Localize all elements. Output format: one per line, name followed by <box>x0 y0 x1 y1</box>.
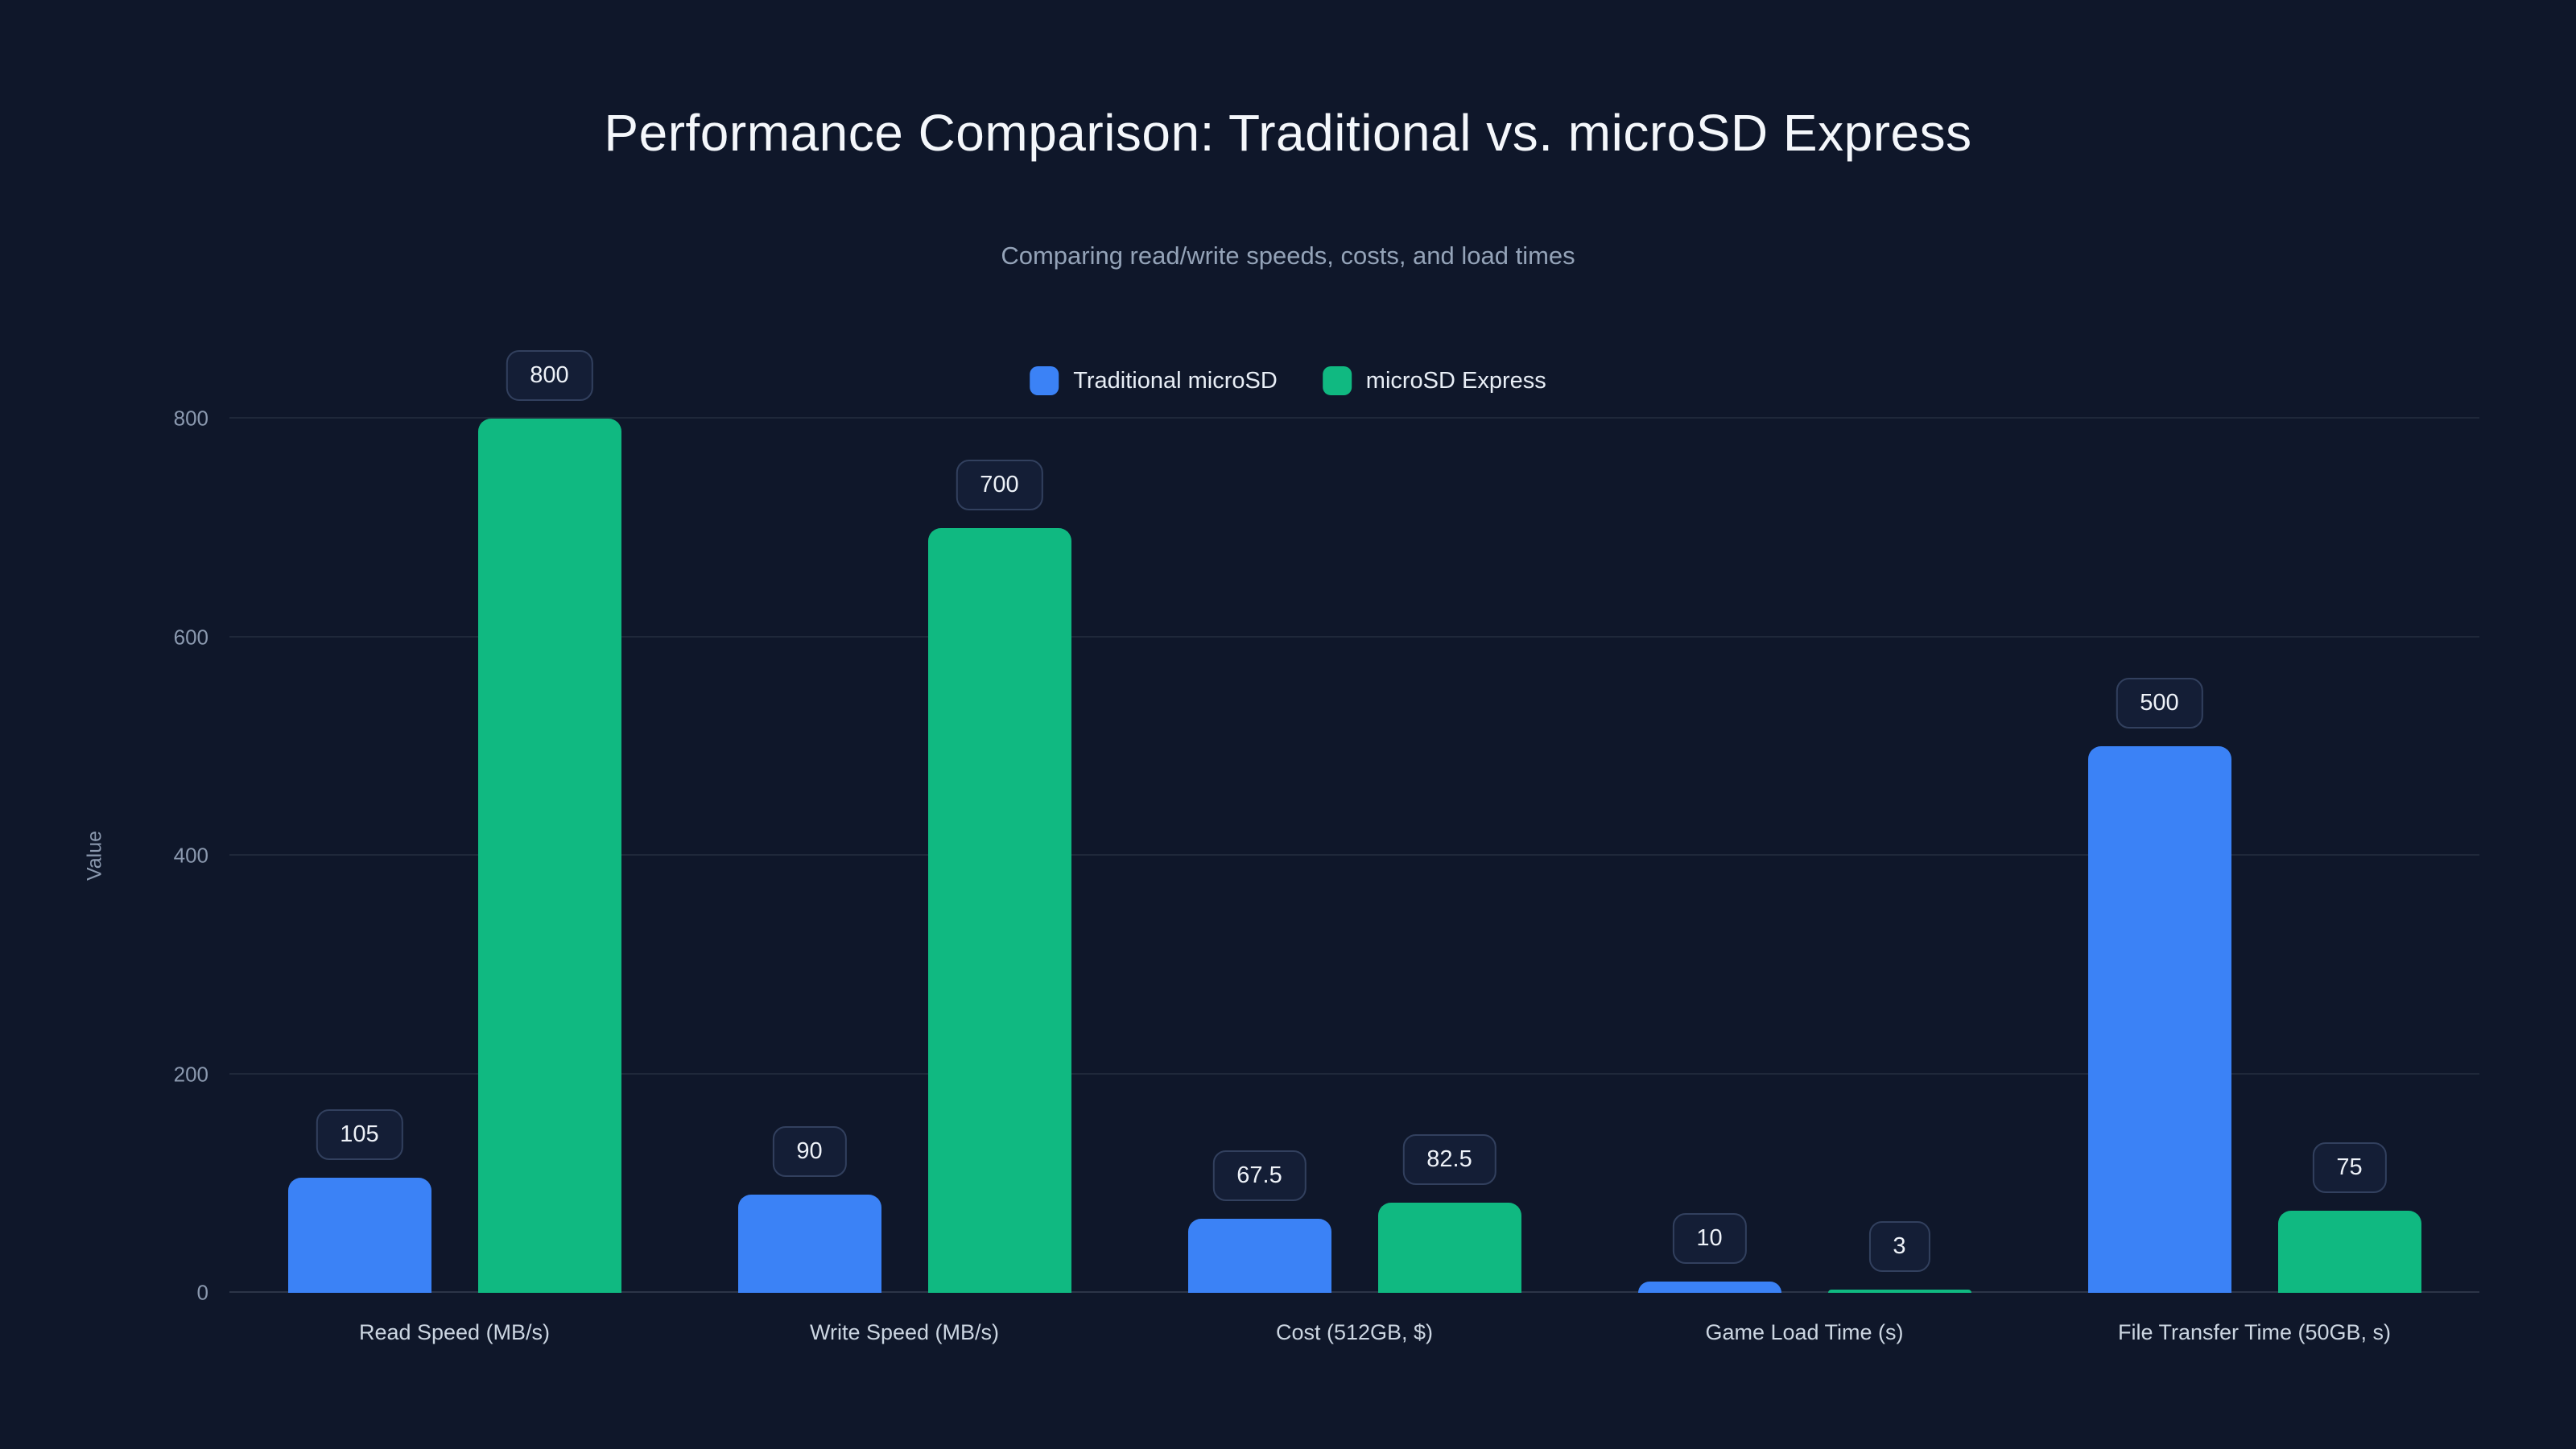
legend-swatch-icon <box>1322 366 1352 395</box>
bar-group-4: 10 3 <box>1637 1213 1971 1293</box>
value-badge: 10 <box>1672 1213 1747 1265</box>
bar-group-1: 105 800 <box>287 350 621 1293</box>
bar-traditional-microsd-4[interactable] <box>1637 1282 1781 1293</box>
value-badge: 105 <box>316 1109 403 1161</box>
plot-area: 0 200 400 600 800 105 800 Read Speed (MB/s) 90 70… <box>174 350 2479 1344</box>
gridline-y-800 <box>229 417 2479 419</box>
bar-wrap: 67.5 <box>1187 1150 1331 1293</box>
bar-wrap: 500 <box>2087 678 2231 1293</box>
legend-swatch-icon <box>1030 366 1059 395</box>
gridline-y-400 <box>229 854 2479 856</box>
y-tick-label-200: 200 <box>173 1062 208 1086</box>
value-badge: 500 <box>2116 678 2203 729</box>
bar-microsd-express-4[interactable] <box>1827 1289 1971 1293</box>
value-badge: 75 <box>2312 1142 2387 1194</box>
y-tick-label-800: 800 <box>173 406 208 431</box>
value-badge: 90 <box>772 1125 847 1177</box>
bar-microsd-express-2[interactable] <box>927 527 1071 1293</box>
bar-wrap: 82.5 <box>1377 1134 1521 1293</box>
chart-title: Performance Comparison: Traditional vs. … <box>604 104 1972 162</box>
bar-group-5: 500 75 <box>2087 678 2421 1293</box>
bar-wrap: 700 <box>927 459 1071 1293</box>
value-badge: 700 <box>956 459 1043 510</box>
bar-group-3: 67.5 82.5 <box>1187 1134 1521 1293</box>
y-axis-title: Value <box>83 830 106 881</box>
y-tick-label-400: 400 <box>173 843 208 868</box>
bar-traditional-microsd-5[interactable] <box>2087 746 2231 1293</box>
value-badge: 67.5 <box>1212 1150 1307 1202</box>
legend-item-traditional-microsd[interactable]: Traditional microSD <box>1030 366 1278 395</box>
value-badge: 800 <box>506 350 593 401</box>
bar-microsd-express-3[interactable] <box>1377 1203 1521 1293</box>
bar-traditional-microsd-1[interactable] <box>287 1178 431 1293</box>
value-badge: 82.5 <box>1402 1134 1496 1186</box>
bar-wrap: 75 <box>2277 1142 2421 1293</box>
x-category-label-5: File Transfer Time (50GB, s) <box>2117 1320 2392 1344</box>
y-tick-label-600: 600 <box>173 625 208 649</box>
x-category-label-2: Write Speed (MB/s) <box>809 1320 1000 1344</box>
x-category-label-3: Cost (512GB, $) <box>1275 1320 1434 1344</box>
legend-label: Traditional microSD <box>1073 367 1278 394</box>
legend-label: microSD Express <box>1365 367 1546 394</box>
bar-group-2: 90 700 <box>737 459 1071 1293</box>
bar-traditional-microsd-2[interactable] <box>737 1194 881 1293</box>
x-category-label-4: Game Load Time (s) <box>1705 1320 1904 1344</box>
bar-traditional-microsd-3[interactable] <box>1187 1219 1331 1293</box>
bar-wrap: 90 <box>737 1125 881 1293</box>
bar-wrap: 800 <box>477 350 621 1293</box>
value-badge: 3 <box>1868 1220 1930 1272</box>
legend: Traditional microSD microSD Express <box>1030 366 1546 395</box>
x-category-label-1: Read Speed (MB/s) <box>358 1320 551 1344</box>
gridline-y-600 <box>229 635 2479 638</box>
bar-wrap: 105 <box>287 1109 431 1293</box>
bar-wrap: 10 <box>1637 1213 1781 1293</box>
bar-microsd-express-1[interactable] <box>477 419 621 1293</box>
chart-subtitle: Comparing read/write speeds, costs, and … <box>1001 242 1575 270</box>
gridline-y-200 <box>229 1072 2479 1075</box>
y-tick-label-0: 0 <box>196 1280 208 1305</box>
bar-microsd-express-5[interactable] <box>2277 1211 2421 1293</box>
bar-wrap: 3 <box>1827 1220 1971 1293</box>
legend-item-microsd-express[interactable]: microSD Express <box>1322 366 1546 395</box>
gridline-y-0 <box>229 1291 2479 1293</box>
